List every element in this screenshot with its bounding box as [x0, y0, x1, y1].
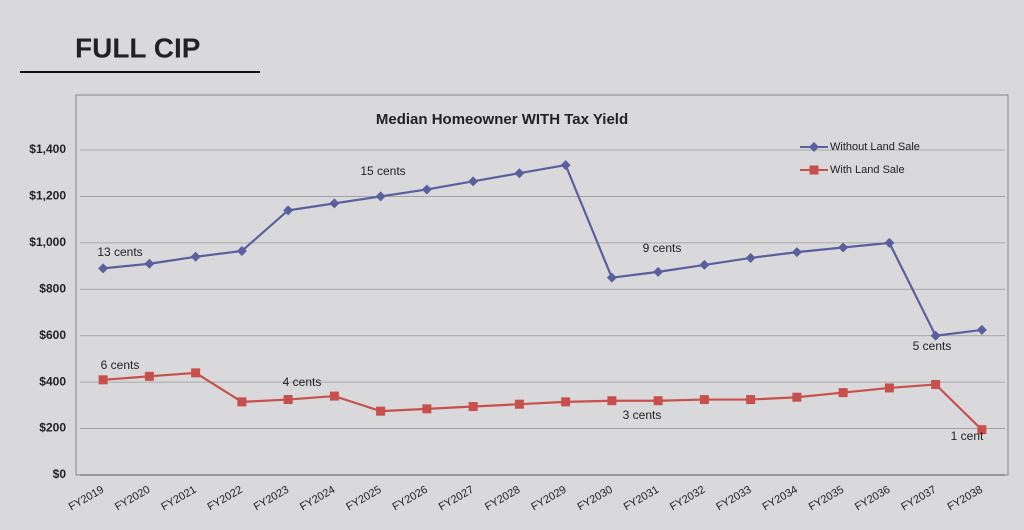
- data-point: [977, 425, 987, 435]
- data-point: [809, 165, 819, 175]
- annotation: 1 cent: [951, 429, 984, 443]
- data-point: [809, 142, 819, 152]
- data-point: [144, 371, 154, 381]
- data-point: [190, 251, 201, 262]
- data-point: [375, 191, 386, 202]
- data-point: [514, 168, 525, 179]
- data-point: [607, 396, 617, 406]
- annotation: 15 cents: [360, 164, 405, 178]
- annotation: 5 cents: [913, 339, 952, 353]
- annotation: 6 cents: [101, 358, 140, 372]
- y-tick-label: $200: [39, 421, 66, 435]
- data-point: [98, 263, 109, 274]
- data-point: [468, 402, 478, 412]
- data-point: [930, 330, 941, 341]
- y-tick-label: $0: [53, 467, 67, 481]
- data-point: [884, 383, 894, 393]
- data-point: [468, 176, 479, 187]
- data-point: [653, 396, 663, 406]
- y-tick-label: $1,000: [29, 235, 66, 249]
- data-point: [838, 242, 849, 253]
- data-point: [191, 368, 201, 378]
- chart-title: Median Homeowner WITH Tax Yield: [376, 111, 628, 128]
- data-point: [283, 205, 294, 216]
- series-line: [103, 163, 983, 337]
- legend-label: With Land Sale: [830, 164, 905, 176]
- data-point: [838, 388, 848, 398]
- data-point: [421, 184, 432, 195]
- y-tick-label: $800: [39, 281, 66, 295]
- data-point: [144, 258, 155, 269]
- data-point: [699, 395, 709, 405]
- y-tick-label: $1,200: [29, 189, 66, 203]
- data-point: [791, 247, 802, 258]
- data-point: [745, 252, 756, 263]
- data-point: [422, 404, 432, 414]
- data-point: [514, 399, 524, 409]
- data-point: [329, 391, 339, 401]
- data-point: [329, 198, 340, 209]
- data-point: [746, 395, 756, 405]
- y-tick-label: $1,400: [29, 142, 66, 156]
- series-line: [103, 371, 983, 431]
- data-point: [884, 237, 895, 248]
- annotation: 9 cents: [643, 241, 682, 255]
- y-tick-label: $400: [39, 374, 66, 388]
- annotation: 4 cents: [283, 375, 322, 389]
- data-point: [931, 379, 941, 389]
- data-point: [606, 272, 617, 283]
- data-point: [976, 324, 987, 335]
- data-point: [376, 406, 386, 416]
- page-header: FULL CIP: [75, 32, 200, 63]
- data-point: [98, 375, 108, 385]
- data-point: [560, 160, 571, 171]
- data-point: [699, 259, 710, 270]
- legend-label: Without Land Sale: [830, 141, 920, 153]
- data-point: [792, 392, 802, 402]
- y-tick-label: $600: [39, 328, 66, 342]
- annotation: 3 cents: [623, 408, 662, 422]
- data-point: [237, 397, 247, 407]
- data-point: [653, 266, 664, 277]
- data-point: [283, 395, 293, 405]
- data-point: [561, 397, 571, 407]
- annotation: 13 cents: [97, 245, 142, 259]
- data-point: [236, 245, 247, 256]
